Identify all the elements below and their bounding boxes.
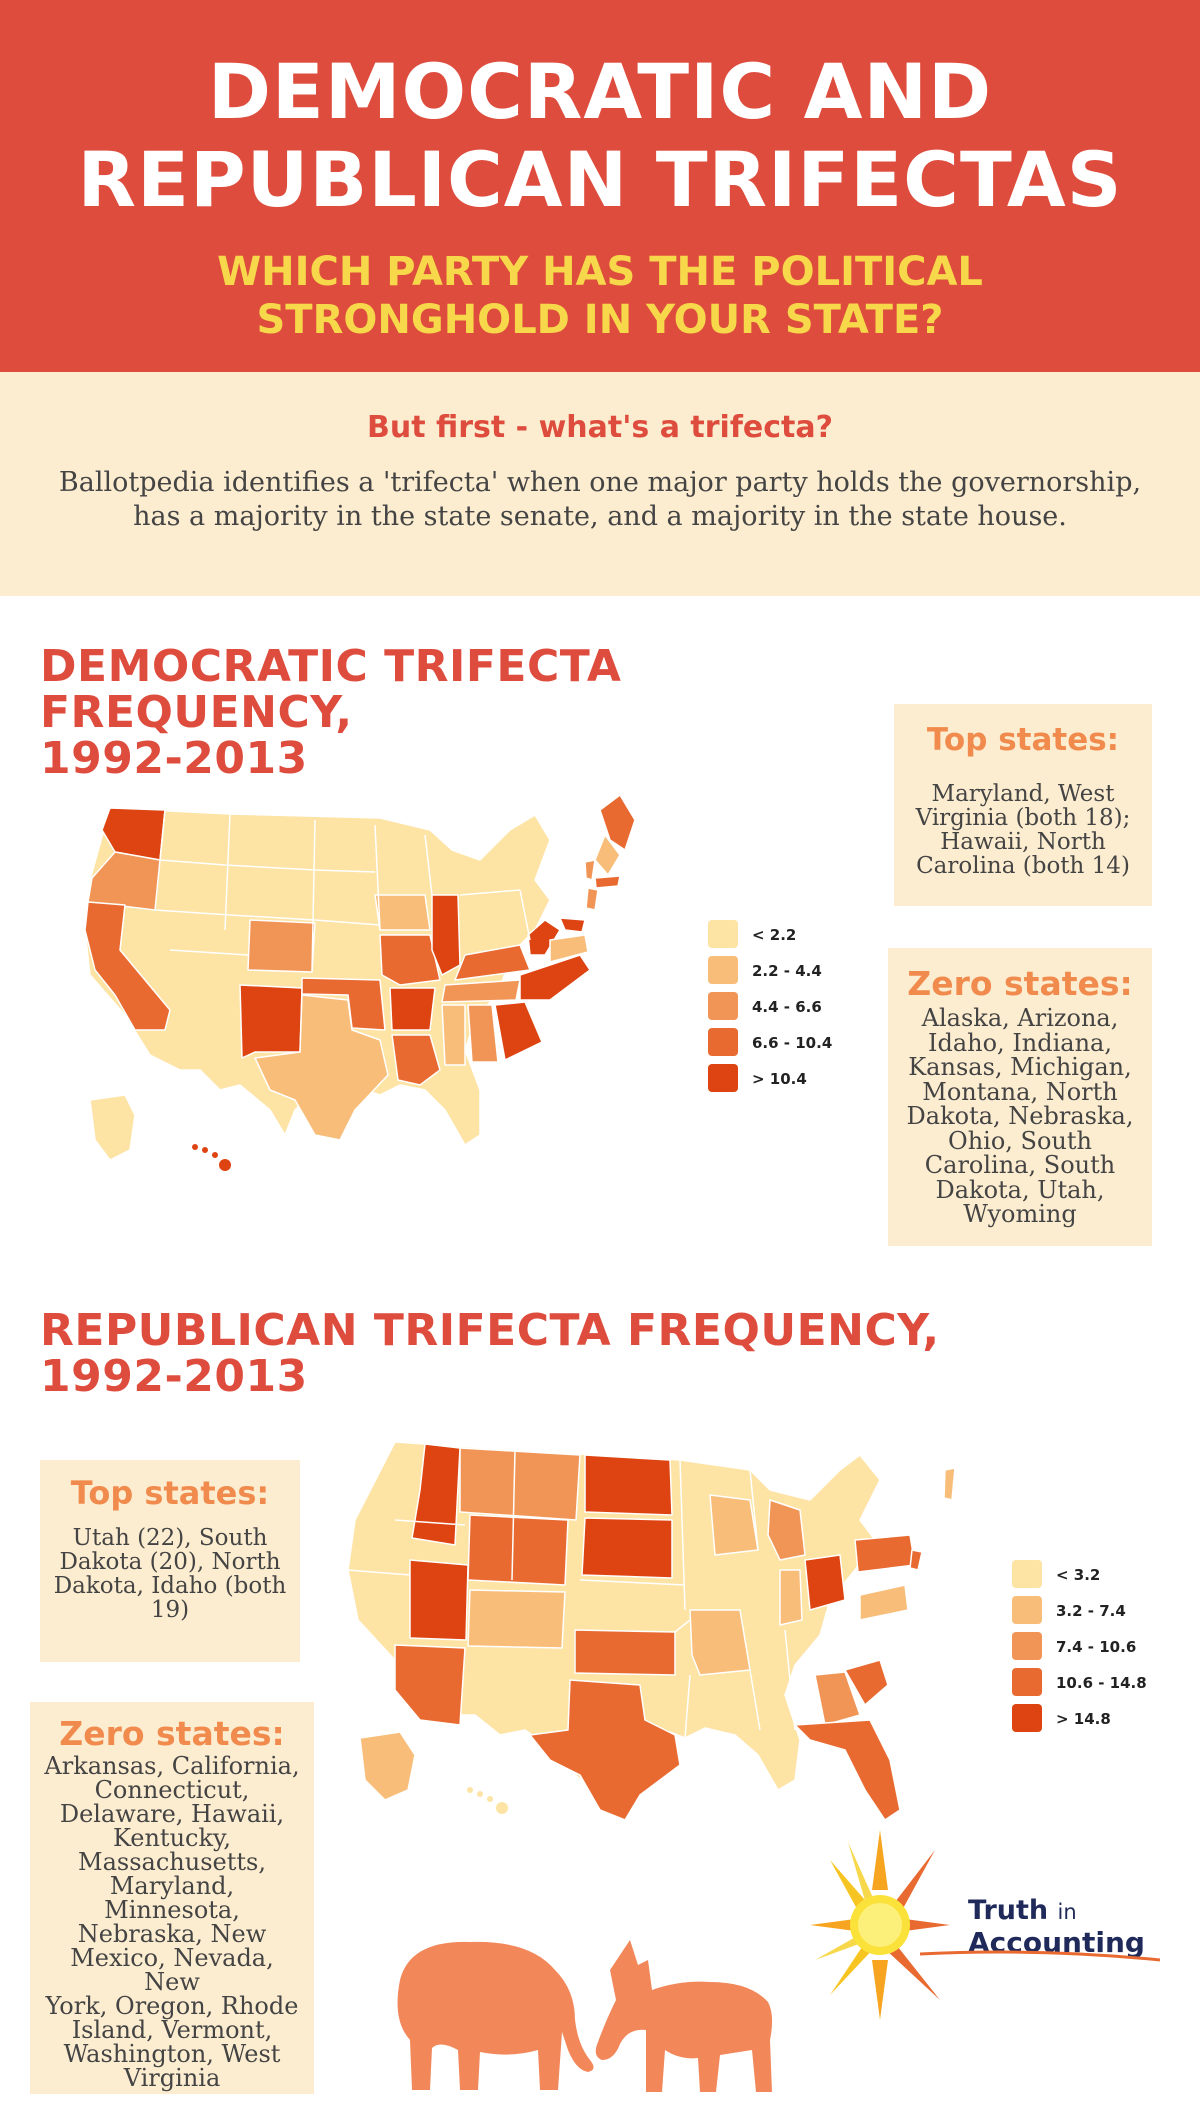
page-title: DEMOCRATIC AND REPUBLICAN TRIFECTAS xyxy=(0,48,1200,224)
intro-line-2: has a majority in the state senate, and … xyxy=(133,501,1067,532)
party-animals xyxy=(397,1940,773,2092)
title-line-2: REPUBLICAN TRIFECTAS xyxy=(77,135,1123,224)
zero-states-heading: Zero states: xyxy=(907,964,1133,1003)
legend-swatch xyxy=(708,992,738,1020)
democratic-title-line-2: 1992-2013 xyxy=(40,733,308,784)
logo-swoosh xyxy=(920,1950,1160,1962)
top-states-text: Utah (22), South Dakota (20), North Dako… xyxy=(52,1526,288,1622)
text-line: Nebraska, New xyxy=(77,1920,267,1948)
legend-label: 2.2 - 4.4 xyxy=(752,962,822,980)
text-line: Virginia (both 18); xyxy=(915,805,1131,831)
intro-question: But first - what's a trifecta? xyxy=(367,410,833,445)
democratic-legend: < 2.2 2.2 - 4.4 4.4 - 6.6 6.6 - 10.4 > 1… xyxy=(708,920,868,1092)
legend-label: < 2.2 xyxy=(752,926,797,944)
text-line: Washington, West xyxy=(63,2040,281,2068)
header-banner: DEMOCRATIC AND REPUBLICAN TRIFECTAS WHIC… xyxy=(0,0,1200,372)
text-line: Connecticut, xyxy=(94,1776,250,1804)
legend-swatch xyxy=(1012,1704,1042,1732)
legend-label: 10.6 - 14.8 xyxy=(1056,1674,1147,1692)
legend-swatch xyxy=(1012,1560,1042,1588)
text-line: Carolina (both 14) xyxy=(916,853,1130,879)
text-line: Delaware, Hawaii, xyxy=(59,1800,285,1828)
text-line: 19) xyxy=(150,1597,190,1623)
legend-label: 6.6 - 10.4 xyxy=(752,1034,833,1052)
legend-swatch xyxy=(708,956,738,984)
text-line: Kentucky, xyxy=(112,1824,232,1852)
text-line: Kansas, Michigan, xyxy=(908,1053,1132,1081)
top-states-heading: Top states: xyxy=(70,1474,270,1512)
us-map-republican xyxy=(347,1441,956,1821)
subtitle-line-1: WHICH PARTY HAS THE POLITICAL xyxy=(217,249,983,295)
text-line: Dakota, Idaho (both xyxy=(53,1573,287,1599)
text-line: Island, Vermont, xyxy=(71,2016,273,2044)
text-line: Dakota, Utah, xyxy=(935,1175,1105,1204)
legend-swatch xyxy=(1012,1632,1042,1660)
text-line: Ohio, South xyxy=(948,1126,1092,1155)
text-line: Arkansas, California, xyxy=(44,1752,300,1780)
democratic-zero-states-box: Zero states: Alaska, Arizona, Idaho, Ind… xyxy=(888,948,1152,1246)
elephant-icon xyxy=(397,1941,594,2090)
republican-title-line-1: REPUBLICAN TRIFECTA FREQUENCY, xyxy=(40,1305,940,1356)
republican-zero-states-box: Zero states: Arkansas, California, Conne… xyxy=(30,1702,314,2094)
legend-label: > 10.4 xyxy=(752,1070,807,1088)
republican-title-line-2: 1992-2013 xyxy=(40,1351,308,1402)
text-line: Alaska, Arizona, xyxy=(921,1004,1119,1032)
text-line: Wyoming xyxy=(963,1200,1077,1228)
republican-legend: < 3.2 3.2 - 7.4 7.4 - 10.6 10.6 - 14.8 >… xyxy=(1012,1560,1172,1732)
intro-line-1: Ballotpedia identifies a 'trifecta' when… xyxy=(58,467,1142,498)
intro-panel: But first - what's a trifecta? Ballotped… xyxy=(0,372,1200,596)
legend-swatch xyxy=(708,920,738,948)
democratic-top-states-box: Top states: Maryland, West Virginia (bot… xyxy=(894,704,1152,906)
legend-label: 3.2 - 7.4 xyxy=(1056,1602,1126,1620)
donkey-icon xyxy=(595,1940,773,2092)
legend-swatch xyxy=(708,1028,738,1056)
legend-label: 4.4 - 6.6 xyxy=(752,998,822,1016)
zero-states-text: Arkansas, California, Connecticut, Delaw… xyxy=(40,1754,304,2090)
zero-states-text: Alaska, Arizona, Idaho, Indiana, Kansas,… xyxy=(900,1006,1140,1227)
logo-line-1: Truth in xyxy=(968,1896,1168,1927)
text-line: Maryland, xyxy=(109,1872,235,1900)
legend-label: < 3.2 xyxy=(1056,1566,1101,1584)
text-line: York, Oregon, Rhode xyxy=(45,1992,299,2020)
sun-logo-icon xyxy=(810,1830,950,2020)
subtitle-line-2: STRONGHOLD IN YOUR STATE? xyxy=(256,297,944,343)
title-line-1: DEMOCRATIC AND xyxy=(207,47,993,136)
logo-truth: Truth xyxy=(968,1895,1049,1926)
legend-label: 7.4 - 10.6 xyxy=(1056,1638,1137,1656)
legend-swatch xyxy=(1012,1668,1042,1696)
democratic-title-line-1: DEMOCRATIC TRIFECTA FREQUENCY, xyxy=(40,641,622,738)
democratic-section-title: DEMOCRATIC TRIFECTA FREQUENCY, 1992-2013 xyxy=(40,644,940,782)
text-line: Carolina, South xyxy=(924,1151,1116,1179)
text-line: Dakota (20), North xyxy=(59,1549,281,1575)
text-line: Minnesota, xyxy=(104,1896,240,1924)
text-line: Idaho, Indiana, xyxy=(928,1028,1112,1057)
text-line: Utah (22), South xyxy=(72,1525,268,1551)
text-line: Mexico, Nevada, New xyxy=(70,1944,274,1996)
page-subtitle: WHICH PARTY HAS THE POLITICAL STRONGHOLD… xyxy=(0,248,1200,344)
text-line: Montana, North xyxy=(922,1077,1118,1106)
top-states-text: Maryland, West Virginia (both 18); Hawai… xyxy=(906,782,1140,878)
top-states-heading: Top states: xyxy=(926,722,1120,758)
legend-swatch xyxy=(1012,1596,1042,1624)
intro-definition: Ballotpedia identifies a 'trifecta' when… xyxy=(30,466,1170,534)
zero-states-heading: Zero states: xyxy=(59,1714,285,1753)
text-line: Hawaii, North xyxy=(940,829,1106,855)
text-line: Virginia xyxy=(123,2064,221,2092)
republican-section-title: REPUBLICAN TRIFECTA FREQUENCY, 1992-2013 xyxy=(40,1308,940,1400)
legend-label: > 14.8 xyxy=(1056,1710,1111,1728)
logo-in: in xyxy=(1057,1900,1077,1924)
text-line: Maryland, West xyxy=(931,781,1115,807)
text-line: Massachusetts, xyxy=(78,1848,266,1876)
republican-top-states-box: Top states: Utah (22), South Dakota (20)… xyxy=(40,1460,300,1662)
text-line: Dakota, Nebraska, xyxy=(906,1102,1134,1130)
legend-swatch xyxy=(708,1064,738,1092)
us-map-democratic xyxy=(84,794,636,1171)
